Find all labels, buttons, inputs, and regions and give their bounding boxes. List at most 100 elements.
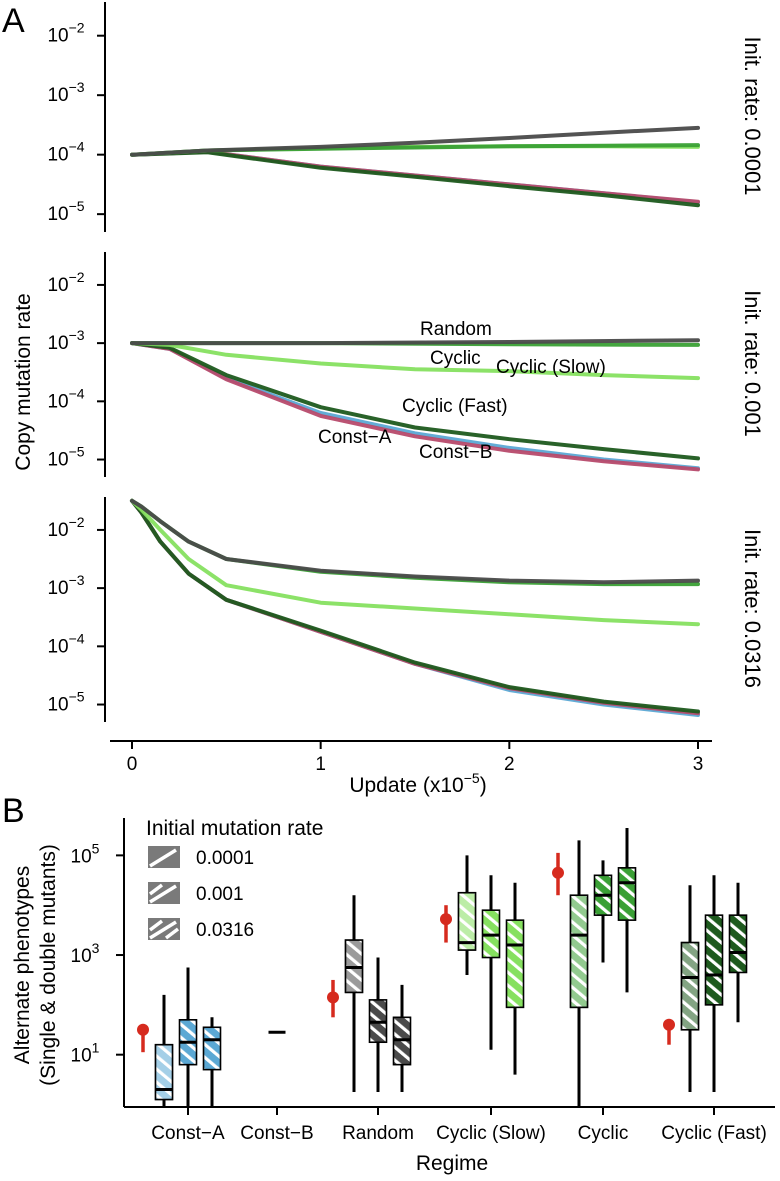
- series-line-cyclic-slow: [130, 341, 700, 381]
- facet-strip-label: Init. rate: 0.001: [740, 290, 765, 437]
- y-tick-base: 10: [47, 520, 68, 541]
- x-tick-label: 2: [504, 754, 515, 775]
- series-label-random: Random: [420, 319, 492, 340]
- box-body: [704, 914, 724, 1006]
- y-tick-exp: −2: [69, 20, 85, 36]
- y-tick-exp: −2: [69, 514, 85, 530]
- y-tick-base: 10: [47, 204, 68, 225]
- box-body: [505, 919, 525, 1009]
- y-tick-label: 10−4: [47, 139, 84, 166]
- control-dot: [327, 991, 339, 1004]
- box-cyclic-0-0316: [617, 827, 637, 993]
- panel-b-y-axis-title-line1: Alternate phenotypes: [11, 866, 34, 1064]
- box-cyclic-fast-0-001: [704, 875, 724, 1093]
- panel-a-x-axis-title-close: ): [480, 774, 487, 797]
- y-tick-label: 10−3: [47, 79, 84, 106]
- box-cyclic-slow-0-0316: [505, 882, 525, 1075]
- legend-swatch-stripe: [149, 884, 177, 904]
- control-point-cyclic-slow: [440, 905, 452, 943]
- panel-b-y-axis-title-line2: (Single & double mutants): [37, 844, 60, 1086]
- box-cyclic-0-0001: [569, 840, 589, 1107]
- x-tick-label: 0: [127, 754, 138, 775]
- y-tick-exp: 3: [92, 940, 100, 956]
- series-line-random: [130, 498, 700, 585]
- category-label-const-a: Const−A: [151, 1123, 225, 1144]
- y-tick-base: 10: [71, 1046, 92, 1067]
- legend-swatch-stripe: [148, 919, 164, 932]
- category-label-const-b: Const−B: [240, 1123, 313, 1144]
- y-tick-exp: −3: [69, 79, 85, 95]
- y-tick-base: 10: [47, 275, 68, 296]
- y-tick-base: 10: [47, 391, 68, 412]
- panel-b-x-axis-title: Regime: [416, 1152, 488, 1175]
- y-tick-exp: 5: [92, 840, 100, 856]
- y-tick-exp: −2: [69, 269, 85, 285]
- y-tick-label: 10−3: [47, 572, 84, 599]
- category-label-cyclic-slow: Cyclic (Slow): [436, 1123, 546, 1144]
- box-body: [202, 1026, 222, 1071]
- control-point-random: [327, 979, 339, 1018]
- control-dot: [137, 1023, 149, 1036]
- box-random-0-0316: [392, 984, 412, 1093]
- y-tick-label: 10−5: [47, 198, 84, 225]
- panel-a-x-axis-title: Update (x10−5): [349, 770, 486, 797]
- series-label-cyclic: Cyclic: [430, 348, 481, 369]
- series-line-cyclic-slow: [130, 498, 700, 627]
- control-point-cyclic-fast: [663, 1018, 675, 1045]
- series-label-const-b: Const−B: [419, 442, 492, 463]
- box-cyclic-fast-0-0316: [728, 882, 748, 1023]
- legend: Initial mutation rate 0.0001 0.001 0.0316: [146, 817, 323, 941]
- y-tick-base: 10: [47, 695, 68, 716]
- y-tick-base: 10: [47, 85, 68, 106]
- y-tick-exp: −3: [69, 572, 85, 588]
- y-tick-base: 10: [47, 636, 68, 657]
- box-body-hatch: [154, 1043, 174, 1101]
- series-label-const-a: Const−A: [318, 427, 392, 448]
- legend-title: Initial mutation rate: [146, 817, 323, 840]
- y-tick-exp: −4: [69, 630, 85, 646]
- control-point-cyclic: [552, 852, 564, 896]
- box-body-hatch: [680, 941, 700, 1031]
- facet-strip-label: Init. rate: 0.0001: [740, 37, 765, 196]
- y-tick-exp: −5: [69, 198, 85, 214]
- control-dot: [552, 866, 564, 879]
- y-tick-label: 10−4: [47, 385, 84, 412]
- y-tick-exp: 1: [92, 1040, 100, 1056]
- facet-strip-label: Init. rate: 0.0316: [740, 529, 765, 688]
- panel-a-x-axis-title-exp: −5: [464, 770, 480, 786]
- category-label-cyclic-fast: Cyclic (Fast): [661, 1123, 767, 1144]
- series-label-cyclic-slow: Cyclic (Slow): [496, 357, 606, 378]
- y-tick-exp: −5: [69, 444, 85, 460]
- box-body-hatch: [569, 894, 589, 1009]
- y-tick-label: 10−2: [47, 20, 84, 47]
- control-dot: [440, 913, 452, 926]
- legend-swatch-0-0316: [148, 918, 180, 940]
- series-label-cyclic-fast: Cyclic (Fast): [402, 396, 508, 417]
- y-tick-label: 10−4: [47, 630, 84, 657]
- y-tick-label: 103: [71, 940, 100, 967]
- box-const-a-0-0001: [154, 994, 174, 1107]
- series-line-cyclic: [130, 498, 700, 587]
- legend-label-0-0316: 0.0316: [196, 920, 254, 941]
- panel-b-letter: B: [2, 792, 25, 830]
- y-tick-label: 10−3: [47, 327, 84, 354]
- x-tick-label: 1: [315, 754, 326, 775]
- panel-a-letter: A: [2, 2, 25, 40]
- box-const-a-0-0316: [202, 1017, 222, 1107]
- box-cyclic-slow-0-0001: [457, 855, 477, 975]
- y-tick-exp: −4: [69, 385, 85, 401]
- y-tick-label: 105: [71, 840, 100, 867]
- y-tick-label: 10−2: [47, 514, 84, 541]
- y-tick-base: 10: [71, 946, 92, 967]
- series-line-cyclic-fast: [130, 341, 700, 461]
- box-random-0-001: [368, 957, 388, 1093]
- category-label-random: Random: [342, 1123, 414, 1144]
- box-random-0-0001: [344, 895, 364, 1093]
- x-tick-label: 3: [693, 754, 704, 775]
